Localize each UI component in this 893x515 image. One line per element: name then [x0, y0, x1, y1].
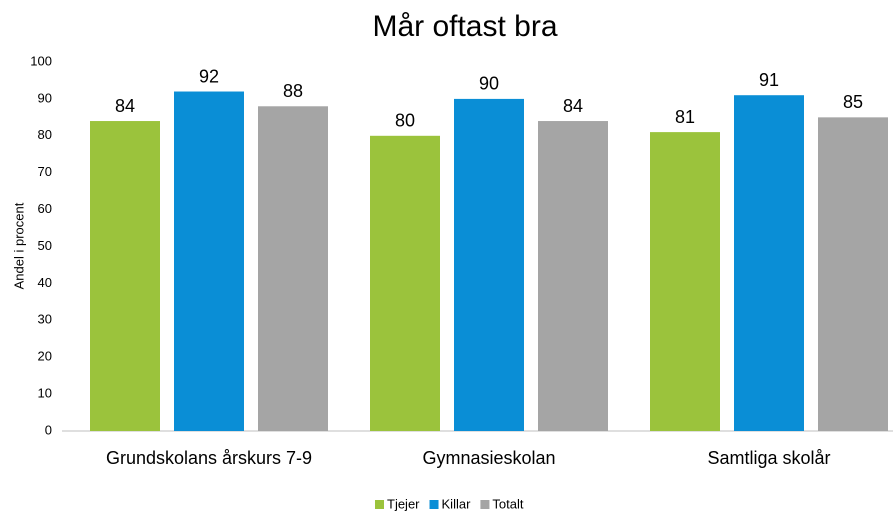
bar: [538, 121, 608, 431]
legend-label: Totalt: [492, 496, 523, 511]
y-tick-label: 40: [38, 275, 52, 290]
data-label: 92: [199, 66, 219, 86]
data-label: 88: [283, 81, 303, 101]
y-tick-label: 30: [38, 312, 52, 327]
data-label: 80: [395, 111, 415, 131]
y-tick-label: 80: [38, 127, 52, 142]
legend-swatch: [429, 500, 439, 509]
legend-label: Tjejer: [387, 496, 420, 511]
x-tick-label: Samtliga skolår: [707, 448, 830, 468]
bar: [818, 117, 888, 431]
bar: [258, 106, 328, 431]
bar: [90, 121, 160, 431]
y-tick-label: 70: [38, 164, 52, 179]
bar: [650, 132, 720, 432]
bar: [734, 95, 804, 432]
bar: [454, 98, 524, 432]
data-label: 85: [843, 92, 863, 112]
data-label: 91: [759, 70, 779, 90]
data-label: 81: [675, 107, 695, 127]
y-tick-label: 10: [38, 386, 52, 401]
x-tick-label: Grundskolans årskurs 7-9: [106, 448, 312, 468]
y-tick-label: 20: [38, 349, 52, 364]
bar: [370, 135, 440, 432]
y-axis-label: Andel i procent: [11, 202, 26, 289]
y-tick-label: 100: [30, 53, 52, 68]
legend-swatch: [480, 500, 490, 509]
data-label: 84: [563, 96, 583, 116]
y-tick-label: 50: [38, 238, 52, 253]
chart-title: Mår oftast bra: [372, 10, 557, 43]
legend-label: Killar: [442, 496, 472, 511]
y-tick-label: 90: [38, 90, 52, 105]
data-label: 90: [479, 74, 499, 94]
x-tick-label: Gymnasieskolan: [422, 448, 555, 468]
y-tick-label: 0: [45, 422, 52, 437]
bar: [174, 91, 244, 432]
legend-swatch: [375, 500, 384, 509]
data-label: 84: [115, 96, 135, 116]
y-tick-label: 60: [38, 201, 52, 216]
